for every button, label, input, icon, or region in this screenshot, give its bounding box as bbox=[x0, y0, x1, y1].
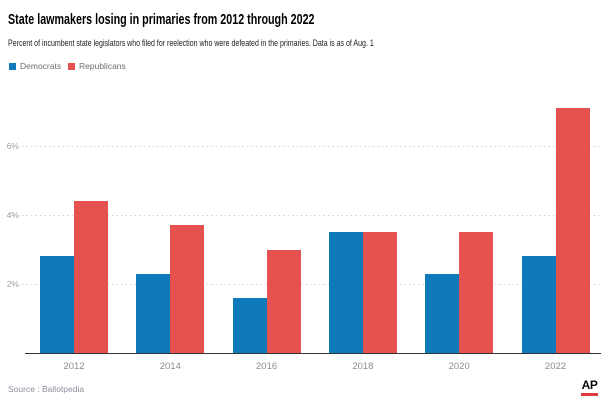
ap-logo: AP bbox=[581, 379, 598, 396]
bar-republicans-2016 bbox=[266, 249, 301, 353]
x-tick-label-2012: 2012 bbox=[63, 361, 85, 372]
legend-item-democrats: Democrats bbox=[9, 61, 61, 71]
y-tick-label-4%: 4% bbox=[6, 210, 19, 220]
legend-swatch-republicans bbox=[68, 62, 75, 70]
source-text: Source : Ballotpedia bbox=[8, 384, 85, 394]
ap-logo-underline bbox=[581, 393, 598, 396]
legend-swatch-democrats bbox=[9, 62, 16, 70]
chart-title-text: State lawmakers losing in primaries from… bbox=[8, 12, 315, 28]
bar-democrats-2018 bbox=[328, 232, 363, 353]
y-tick-label-2%: 2% bbox=[6, 279, 19, 289]
bar-democrats-2020 bbox=[425, 273, 460, 353]
x-tick-label-2018: 2018 bbox=[352, 361, 374, 372]
bar-republicans-2020 bbox=[459, 232, 494, 353]
ap-logo-text: AP bbox=[581, 378, 598, 392]
x-tick-label-2020: 2020 bbox=[448, 361, 470, 372]
x-tick-label-2014: 2014 bbox=[159, 361, 181, 372]
gridline-6% bbox=[22, 146, 601, 147]
bar-republicans-2014 bbox=[170, 225, 205, 353]
chart-subtitle-text: Percent of incumbent state legislators w… bbox=[8, 38, 374, 49]
bar-republicans-2022 bbox=[555, 108, 590, 353]
chart-subtitle: Percent of incumbent state legislators w… bbox=[8, 38, 502, 49]
x-axis-line bbox=[25, 352, 601, 354]
bar-democrats-2014 bbox=[136, 273, 171, 353]
gridline-2% bbox=[22, 284, 601, 285]
x-tick-label-2022: 2022 bbox=[544, 361, 567, 372]
legend-label: Republicans bbox=[79, 61, 126, 71]
bar-republicans-2012 bbox=[74, 201, 108, 353]
bar-democrats-2022 bbox=[521, 256, 556, 353]
chart-title: State lawmakers losing in primaries from… bbox=[8, 12, 422, 28]
legend-label: Democrats bbox=[20, 61, 62, 71]
bar-democrats-2016 bbox=[232, 297, 267, 353]
y-tick-label-6%: 6% bbox=[6, 141, 19, 151]
gridline-4% bbox=[22, 215, 601, 216]
bar-republicans-2018 bbox=[362, 232, 397, 353]
bar-democrats-2012 bbox=[40, 256, 74, 353]
legend-item-republicans: Republicans bbox=[68, 61, 126, 71]
x-tick-label-2016: 2016 bbox=[256, 361, 278, 372]
